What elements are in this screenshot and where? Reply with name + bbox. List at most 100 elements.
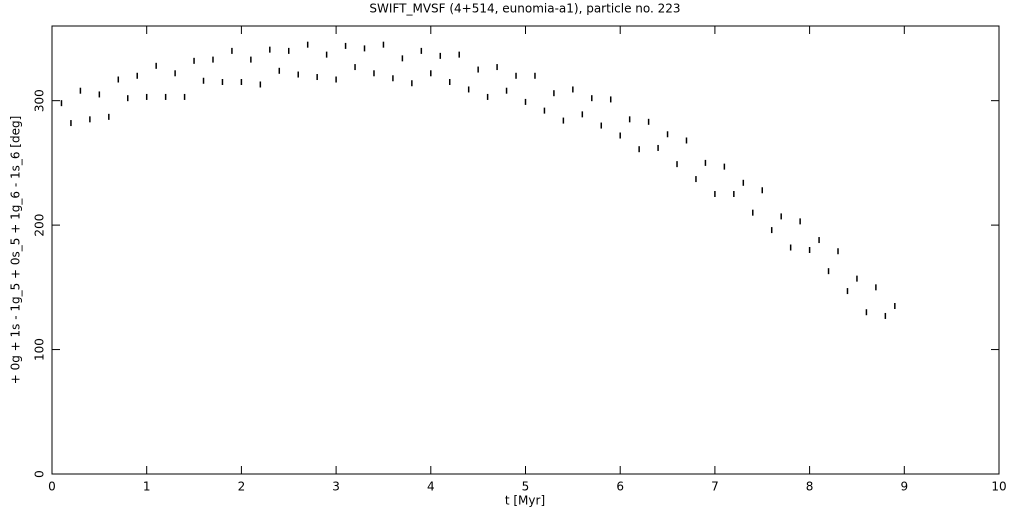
point [240,79,243,85]
point [79,87,82,94]
x-tick-label: 9 [900,480,908,494]
point [723,163,726,170]
point [221,79,224,85]
point [553,90,555,97]
point [780,213,782,220]
y-tick-label: 0 [33,470,47,478]
point [695,176,697,183]
y-tick-label: 200 [33,214,47,237]
point [373,70,375,77]
x-tick-label: 3 [332,480,340,494]
point [619,132,621,139]
point [325,51,328,58]
x-tick-label: 0 [48,480,56,494]
point [98,91,101,98]
point [837,248,839,255]
y-axis-label: + 0g + 1s - 1g_5 + 0s_5 + 1g_6 - 1s_6 [d… [9,116,23,385]
point [591,95,593,102]
point [572,86,574,93]
x-tick-label: 2 [238,480,246,494]
x-tick-label: 1 [143,480,151,494]
point [770,227,773,234]
point [609,96,612,103]
y-tick-label: 300 [33,89,47,112]
point [108,113,110,120]
point [448,79,451,85]
point [543,107,546,114]
point [174,70,176,77]
point [382,41,385,48]
point [259,81,262,88]
point [846,288,849,295]
point [486,93,489,100]
point [164,93,167,100]
point [127,95,129,102]
point [316,74,318,81]
plot-frame [51,25,1000,475]
point [344,42,347,49]
point [212,56,214,63]
point [430,70,432,77]
point [420,47,423,54]
point [136,72,138,79]
chart-title: SWIFT_MVSF (4+514, eunomia-a1), particle… [369,2,680,16]
point [865,309,868,316]
point [676,161,678,168]
point [789,244,792,251]
point [818,237,820,244]
point [155,62,157,69]
point [894,303,896,309]
x-tick-label: 6 [616,480,624,494]
point [269,46,271,53]
point [638,146,640,153]
point [477,66,479,73]
point [467,86,470,93]
point [60,100,63,107]
point [808,247,811,253]
point [742,179,745,186]
point [278,67,281,74]
point [714,191,716,197]
point [827,268,830,275]
x-tick-label: 4 [427,480,435,494]
point [647,118,650,125]
point [752,209,754,216]
x-tick-label: 8 [806,480,814,494]
point [193,57,195,64]
point [363,45,366,52]
point [354,64,356,71]
point [145,93,148,100]
point [875,284,877,291]
point [524,98,527,105]
point [496,64,498,71]
point [335,76,337,83]
point [581,111,584,118]
point [628,116,631,123]
point [685,137,688,144]
point [411,80,413,87]
point [600,122,603,129]
point [562,117,565,124]
x-tick-label: 5 [522,480,530,494]
point [183,93,186,100]
x-tick-label: 7 [711,480,719,494]
point [439,52,442,59]
point [704,159,707,166]
point [505,87,508,94]
point [89,116,91,123]
point [117,76,120,83]
point [202,77,205,84]
point [856,275,858,282]
point [297,71,299,78]
point [306,41,309,48]
point [534,72,536,79]
x-tick-label: 10 [991,480,1006,494]
point [884,312,887,319]
y-tick-label: 100 [33,338,47,361]
point [70,120,72,127]
point [761,187,763,194]
x-axis-label: t [Myr] [505,494,545,508]
point [288,47,290,54]
point [515,72,517,79]
point [401,55,404,62]
